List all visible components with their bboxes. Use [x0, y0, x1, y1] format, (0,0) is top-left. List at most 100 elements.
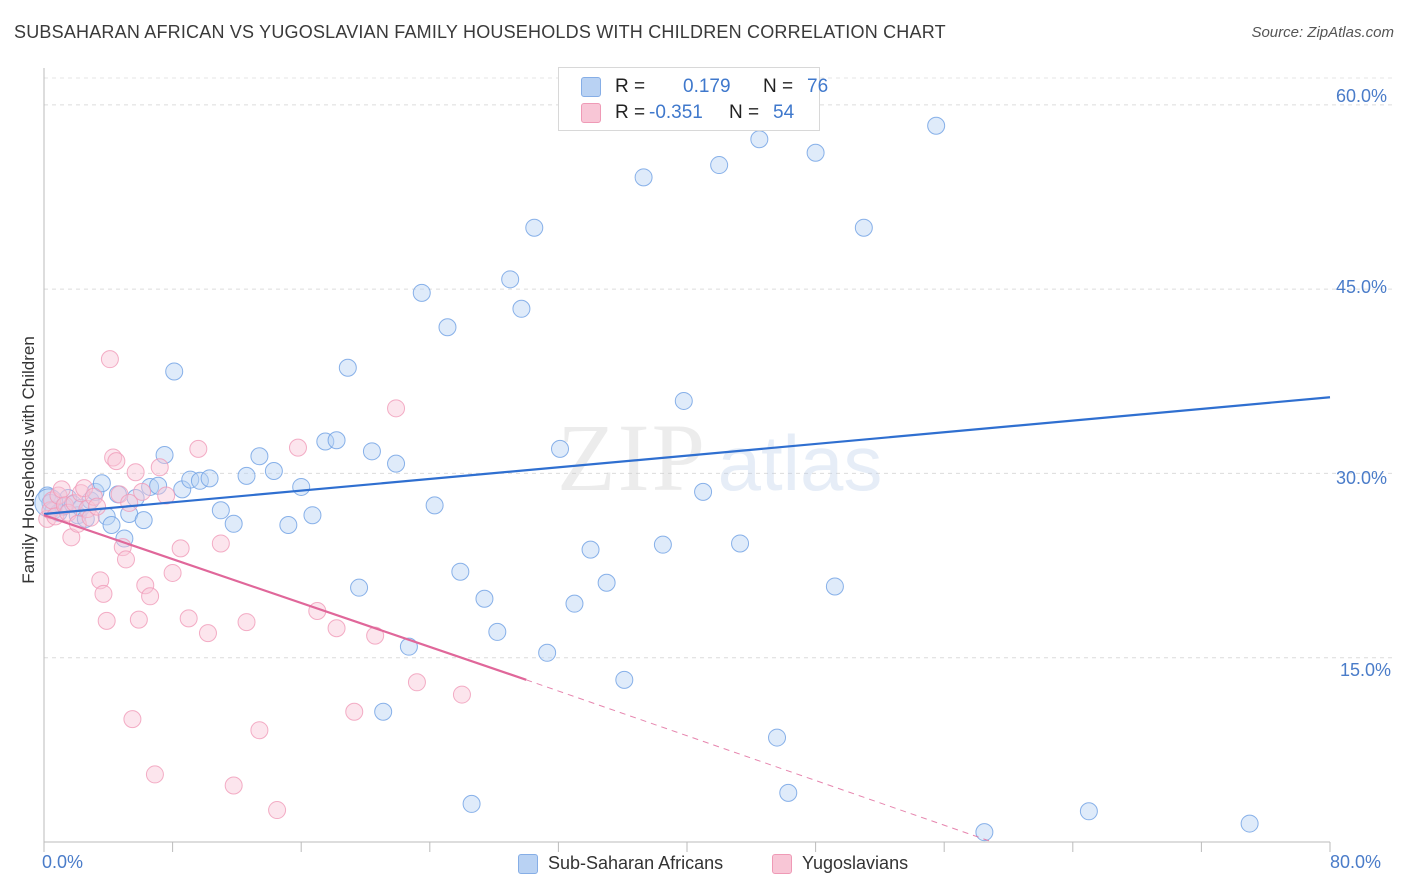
point-sub-saharan — [1240, 814, 1259, 833]
chart-title: SUBSAHARAN AFRICAN VS YUGOSLAVIAN FAMILY… — [14, 22, 946, 42]
point-sub-saharan — [451, 562, 470, 581]
legend-r-value: -0.351 — [649, 102, 703, 123]
legend-row-pink: R = -0.351 N = 54 — [581, 101, 853, 125]
point-sub-saharan — [134, 511, 153, 530]
point-sub-saharan — [92, 474, 111, 493]
point-yugoslavian — [157, 486, 176, 505]
trend-line-yugoslavians-extension — [526, 679, 993, 843]
point-sub-saharan — [303, 506, 322, 525]
point-sub-saharan — [488, 622, 507, 641]
point-sub-saharan — [102, 516, 121, 535]
point-sub-saharan — [653, 535, 672, 554]
legend-n-label: N = — [763, 76, 794, 97]
point-sub-saharan — [768, 728, 787, 747]
legend-label-yugoslavians: Yugoslavians — [802, 853, 909, 873]
point-sub-saharan — [581, 540, 600, 559]
legend-swatch-blue — [518, 853, 538, 874]
point-yugoslavian — [288, 438, 307, 457]
point-yugoslavian — [452, 685, 471, 704]
legend-item-sub-saharan[interactable]: Sub-Saharan Africans — [518, 853, 723, 874]
point-sub-saharan — [374, 702, 393, 721]
point-sub-saharan — [475, 589, 494, 608]
point-sub-saharan — [387, 454, 406, 473]
point-yugoslavian — [116, 550, 135, 569]
point-sub-saharan — [462, 794, 481, 813]
point-sub-saharan — [731, 534, 750, 553]
point-sub-saharan — [854, 218, 873, 237]
point-yugoslavian — [327, 619, 346, 638]
point-yugoslavian — [94, 584, 113, 603]
trend-lines — [43, 396, 1331, 843]
legend-row-blue: R = 0.179 N = 76 — [581, 75, 887, 99]
point-yugoslavian — [171, 539, 190, 558]
legend-r-label: R = — [615, 102, 646, 123]
y-tick-15: 15.0% — [1340, 660, 1392, 680]
point-sub-saharan — [250, 447, 269, 466]
point-sub-saharan — [200, 469, 219, 488]
legend-n-label: N = — [729, 102, 760, 123]
point-sub-saharan — [779, 783, 798, 802]
point-sub-saharan — [597, 573, 616, 592]
y-tick-30: 30.0% — [1336, 468, 1388, 488]
point-sub-saharan — [927, 116, 946, 135]
correlation-legend: R = 0.179 N = 76 R = -0.351 N = 54 — [558, 67, 828, 131]
point-sub-saharan — [634, 168, 653, 187]
point-sub-saharan — [264, 461, 283, 480]
watermark: ZIP atlas — [557, 404, 882, 511]
legend-r-label: R = — [615, 76, 646, 97]
point-yugoslavian — [141, 587, 160, 606]
point-sub-saharan — [327, 431, 346, 450]
y-tick-45: 45.0% — [1336, 277, 1388, 297]
point-yugoslavian — [189, 439, 208, 458]
legend-label-sub-saharan: Sub-Saharan Africans — [548, 853, 724, 873]
point-yugoslavian — [224, 776, 243, 795]
axes — [43, 68, 1331, 852]
point-sub-saharan — [279, 516, 298, 535]
point-sub-saharan — [165, 362, 184, 381]
point-sub-saharan — [237, 466, 256, 485]
point-yugoslavian — [107, 452, 126, 471]
point-sub-saharan — [694, 482, 713, 501]
source-label: Source: ZipAtlas.com — [1251, 24, 1394, 41]
point-yugoslavian — [129, 610, 148, 629]
point-sub-saharan — [674, 391, 693, 410]
point-sub-saharan — [292, 477, 311, 496]
point-sub-saharan — [224, 514, 243, 533]
point-yugoslavian — [179, 609, 198, 628]
point-sub-saharan — [551, 439, 570, 458]
point-yugoslavian — [136, 576, 155, 595]
y-tick-60: 60.0% — [1336, 86, 1388, 106]
legend-item-yugoslavians[interactable]: Yugoslavians — [772, 853, 908, 874]
point-yugoslavian — [163, 563, 182, 582]
point-yugoslavian — [104, 448, 123, 467]
point-sub-saharan — [538, 643, 557, 662]
point-yugoslavian — [84, 487, 103, 506]
legend-r-value: 0.179 — [683, 76, 731, 97]
point-yugoslavian — [97, 611, 116, 630]
legend-swatch-pink — [581, 103, 601, 123]
point-sub-saharan — [512, 299, 531, 318]
point-sub-saharan — [615, 670, 634, 689]
point-yugoslavian — [100, 350, 119, 369]
legend-n-value: 76 — [807, 76, 829, 97]
point-sub-saharan — [975, 823, 994, 842]
x-tick-80: 80.0% — [1330, 852, 1382, 872]
point-sub-saharan — [181, 470, 200, 489]
watermark-atlas: atlas — [718, 419, 883, 507]
point-sub-saharan — [412, 283, 431, 302]
point-sub-saharan — [501, 270, 520, 289]
point-yugoslavian — [345, 702, 364, 721]
point-sub-saharan — [438, 318, 457, 337]
point-sub-saharan — [211, 501, 230, 520]
legend-swatch-pink — [772, 853, 792, 874]
legend-swatch-blue — [581, 77, 601, 97]
point-yugoslavian — [145, 765, 164, 784]
watermark-zip: ZIP — [557, 404, 707, 511]
point-sub-saharan — [362, 442, 381, 461]
x-tick-0: 0.0% — [42, 852, 84, 872]
point-yugoslavian — [268, 801, 287, 820]
trend-line-yugoslavians — [43, 514, 527, 681]
point-sub-saharan — [565, 594, 584, 613]
point-sub-saharan — [399, 637, 418, 656]
